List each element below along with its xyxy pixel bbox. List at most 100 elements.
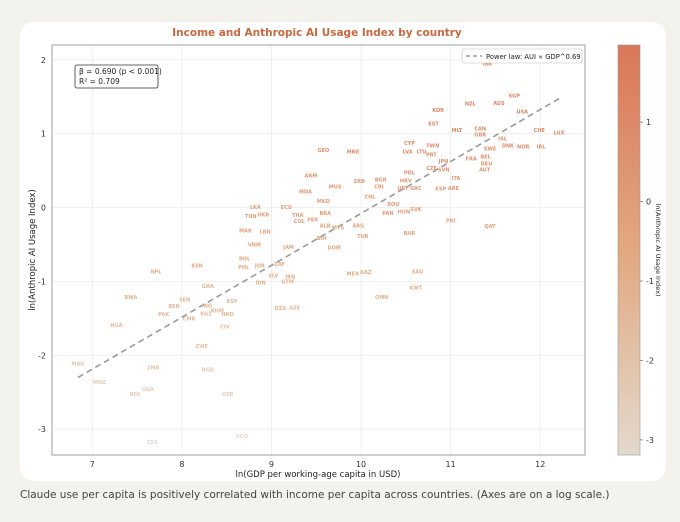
country-label-zmb: ZMB <box>147 365 160 371</box>
country-label-ita: ITA <box>452 176 461 182</box>
colorbar-tick-label: -1 <box>646 277 654 286</box>
country-label-kgz: KGZ <box>200 311 212 317</box>
country-label-gha: GHA <box>202 284 214 290</box>
country-label-sgp: SGP <box>509 93 521 99</box>
country-label-esp: ESP <box>435 187 446 193</box>
country-label-lbn: LBN <box>260 229 271 235</box>
country-label-lva: LVA <box>403 150 413 156</box>
country-label-dza: DZA <box>275 306 287 312</box>
country-label-aze: AZE <box>289 305 300 311</box>
y-tick-label: 2 <box>41 56 46 65</box>
country-label-isr: ISR <box>483 62 492 68</box>
country-label-irq: IRQ <box>285 274 295 280</box>
country-label-deu: DEU <box>481 161 493 167</box>
country-label-phl: PHL <box>238 265 250 271</box>
country-label-lux: LUX <box>554 130 565 136</box>
country-label-geo: GEO <box>318 148 330 154</box>
country-label-fra: FRA <box>466 156 477 162</box>
country-label-bra: BRA <box>319 211 331 217</box>
x-tick-label: 11 <box>446 460 456 469</box>
country-label-kaz: KAZ <box>360 270 372 276</box>
country-label-isl: ISL <box>498 136 507 142</box>
country-label-kor: KOR <box>432 108 444 114</box>
beta-annotation: β = 0.690 (p < 0.001) <box>79 67 162 76</box>
country-label-irl: IRL <box>537 144 547 150</box>
country-label-twn: TWN <box>426 144 439 150</box>
country-label-rwa: RWA <box>124 295 137 301</box>
country-label-cze: CZE <box>426 166 437 172</box>
colorbar-tick-label: -3 <box>646 436 654 445</box>
country-label-pak: PAK <box>158 312 170 318</box>
country-label-ury: URY <box>397 186 409 192</box>
country-label-bhr: BHR <box>403 231 415 237</box>
country-label-vnm: VNM <box>248 243 261 249</box>
country-label-omn: OMN <box>375 295 388 301</box>
country-label-tun: TUN <box>245 214 257 220</box>
country-label-bfa: BFA <box>130 392 141 398</box>
colorbar-label: ln(Anthropic AI Usage Index) <box>654 204 662 297</box>
country-label-mlt: MLT <box>452 128 463 134</box>
country-label-mar: MAR <box>239 229 252 235</box>
country-label-uga: UGA <box>142 387 154 393</box>
country-label-cyp: CYP <box>404 141 415 147</box>
country-label-khm: KHM <box>211 308 224 314</box>
colorbar-tick-label: 1 <box>646 118 651 127</box>
country-label-chl: CHL <box>364 195 376 201</box>
country-label-hnd: HND <box>221 312 234 318</box>
country-label-gbr: GBR <box>474 133 486 139</box>
country-label-egy: EGY <box>227 299 238 305</box>
country-label-col: COL <box>294 219 306 225</box>
country-label-hun: HUN <box>398 209 410 215</box>
country-label-svk: SVK <box>410 207 422 213</box>
fit-line <box>77 97 561 379</box>
country-label-kwt: KWT <box>409 286 422 292</box>
country-label-pan: PAN <box>382 211 393 217</box>
country-label-est: EST <box>428 122 439 128</box>
country-label-tha: THA <box>292 213 304 219</box>
country-label-swe: SWE <box>484 147 497 153</box>
country-label-jam: JAM <box>282 245 294 251</box>
country-label-ben: BEN <box>168 304 179 310</box>
colorbar-tick-label: 0 <box>646 198 651 207</box>
country-label-arg: ARG <box>352 223 364 229</box>
country-label-uzb: UZB <box>222 392 234 398</box>
country-label-zaf: ZAF <box>274 262 285 268</box>
country-label-bel: BEL <box>480 155 491 161</box>
country-label-mys: MYS <box>332 226 345 232</box>
y-tick-label: 1 <box>41 130 46 139</box>
country-label-moz: MOZ <box>93 380 106 386</box>
colorbar-tick-label: -2 <box>646 356 654 365</box>
country-label-pri: PRI <box>446 218 456 224</box>
country-label-bol: BOL <box>239 257 251 263</box>
country-label-civ: CIV <box>220 325 230 331</box>
x-tick-label: 9 <box>269 460 274 469</box>
country-label-gtm: GTM <box>281 280 293 286</box>
chart-title: Income and Anthropic AI Usage Index by c… <box>172 27 462 39</box>
x-tick-label: 8 <box>179 460 184 469</box>
country-label-zwe: ZWE <box>195 344 208 350</box>
country-label-sau: SAU <box>412 269 423 275</box>
y-tick-label: -2 <box>38 351 46 360</box>
country-label-mex: MEX <box>347 272 359 278</box>
r2-annotation: R² = 0.709 <box>79 77 120 86</box>
country-label-npl: NPL <box>150 269 162 275</box>
x-tick-label: 12 <box>535 460 545 469</box>
country-label-jpn: JPN <box>438 159 449 165</box>
country-label-mkd: MKD <box>317 199 330 205</box>
country-label-per: PER <box>307 218 318 224</box>
country-label-svn: SVN <box>438 167 450 173</box>
y-tick-label: -3 <box>38 425 46 434</box>
country-label-ken: KEN <box>191 263 202 269</box>
plot-frame <box>51 44 586 456</box>
country-label-prt: PRT <box>426 153 437 159</box>
colorbar <box>617 44 641 456</box>
country-label-nor: NOR <box>517 144 529 150</box>
country-label-alb: ALB <box>320 223 331 229</box>
country-label-usa: USA <box>517 110 529 116</box>
country-label-idn: IDN <box>256 280 266 286</box>
y-axis-label: ln(Anthropic AI Usage Index) <box>28 189 38 311</box>
country-label-mda: MDA <box>299 190 312 196</box>
country-label-srb: SRB <box>354 179 365 185</box>
country-label-nzl: NZL <box>465 102 477 108</box>
